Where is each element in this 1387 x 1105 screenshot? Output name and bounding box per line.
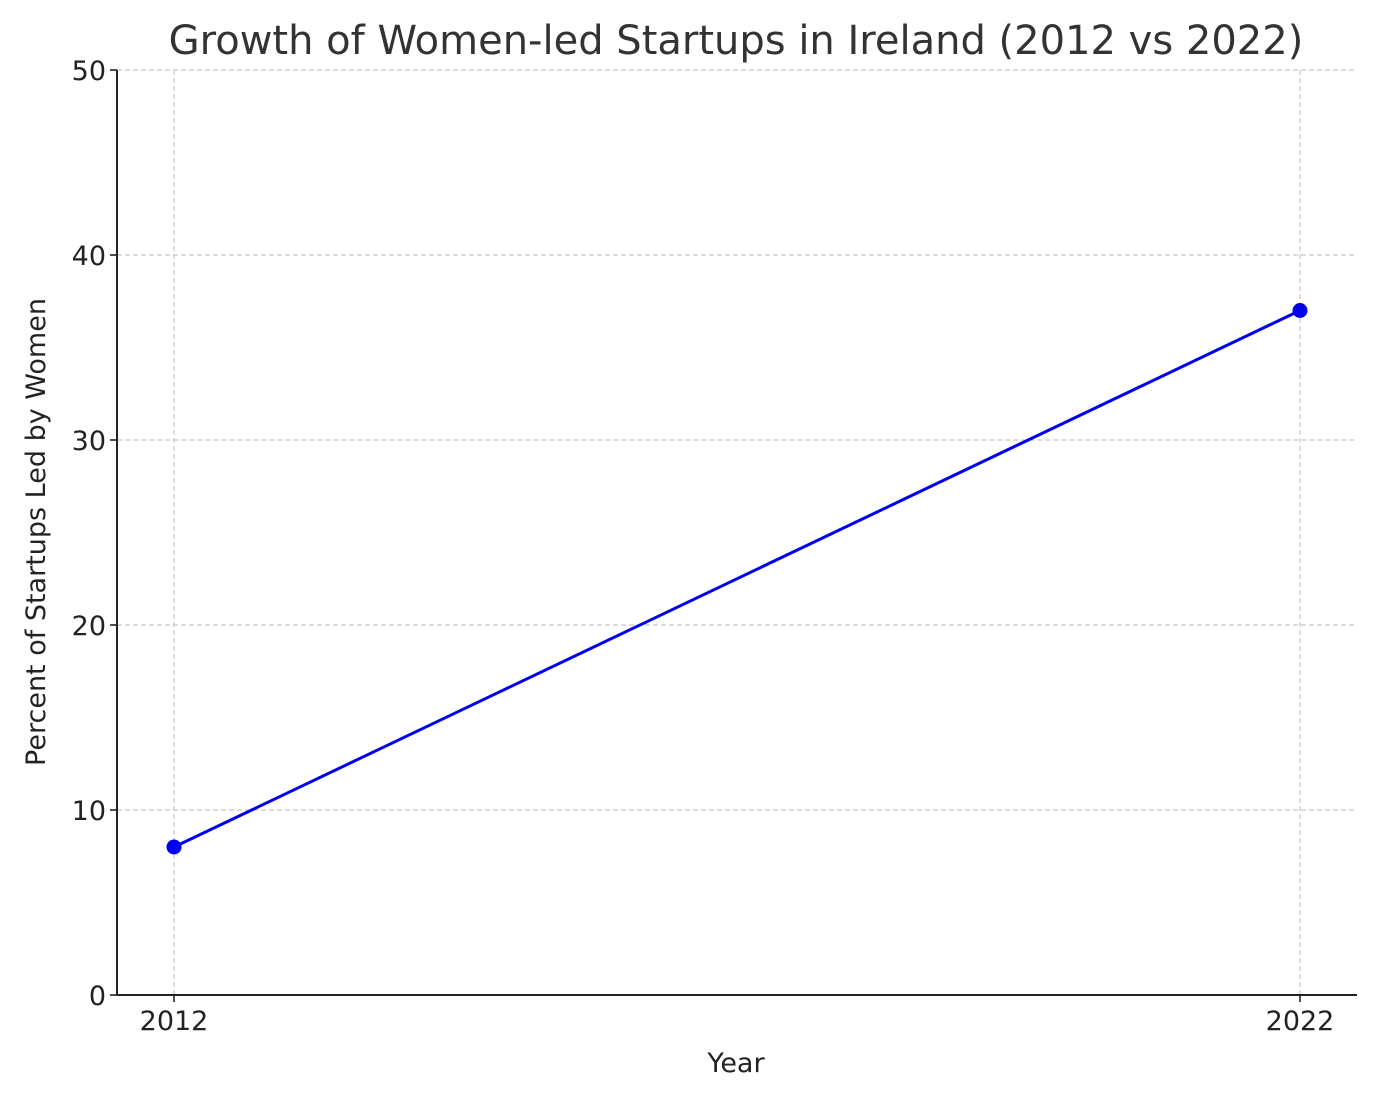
x-tick-label: 2012 bbox=[140, 1006, 209, 1037]
axes bbox=[116, 70, 1357, 996]
grid bbox=[117, 69, 1357, 996]
y-tick-label: 30 bbox=[72, 426, 106, 457]
series-line bbox=[173, 309, 1301, 849]
y-tick-label: 0 bbox=[89, 981, 106, 1012]
ticks: 0 10 20 30 40 50 2012 2022 bbox=[72, 56, 1335, 1037]
x-tick-label: 2022 bbox=[1266, 1006, 1335, 1037]
data-point bbox=[1292, 303, 1308, 318]
y-tick-label: 10 bbox=[72, 796, 106, 827]
y-tick-label: 50 bbox=[72, 56, 106, 87]
y-tick-label: 20 bbox=[72, 611, 106, 642]
chart-title: Growth of Women-led Startups in Ireland … bbox=[169, 18, 1304, 64]
x-axis-label: Year bbox=[706, 1048, 765, 1079]
y-tick-label: 40 bbox=[72, 241, 106, 272]
series bbox=[166, 303, 1308, 855]
y-axis-label: Percent of Startups Led by Women bbox=[21, 298, 52, 766]
data-point bbox=[166, 839, 182, 855]
